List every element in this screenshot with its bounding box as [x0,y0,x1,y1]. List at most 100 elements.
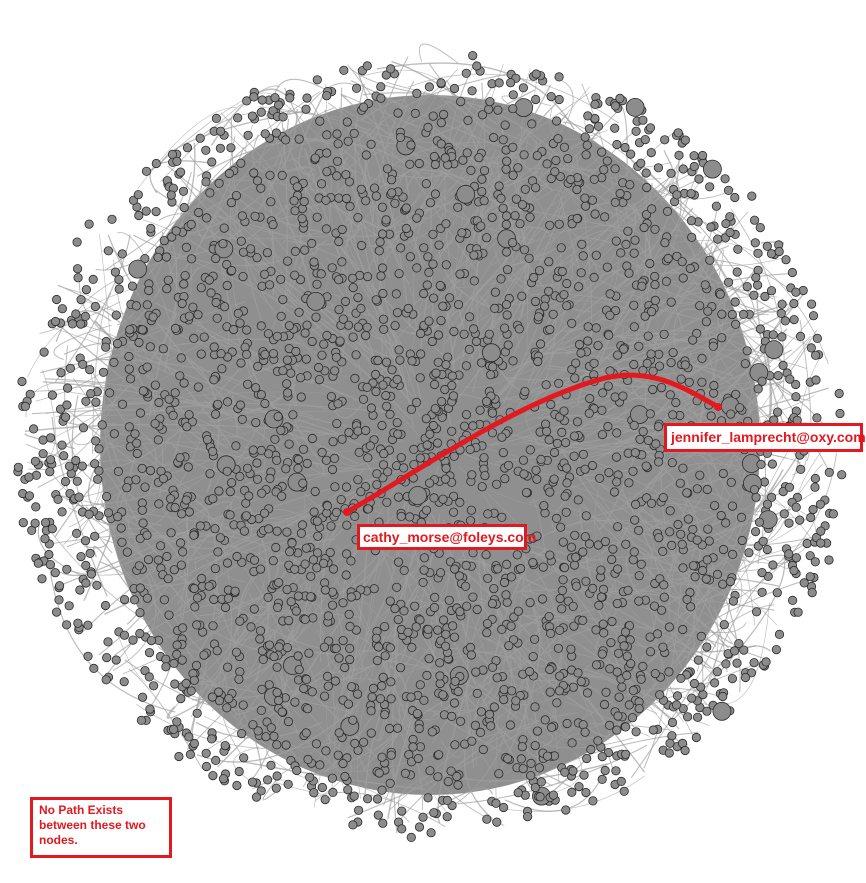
graph-node[interactable] [515,219,525,229]
graph-node[interactable] [158,344,168,354]
graph-node[interactable] [600,765,610,776]
graph-node[interactable] [119,630,130,640]
graph-node[interactable] [396,452,406,463]
graph-node[interactable] [205,188,215,198]
graph-node[interactable] [634,571,644,581]
graph-node[interactable] [223,662,233,672]
graph-node[interactable] [692,535,702,545]
graph-node[interactable] [77,461,87,471]
graph-node[interactable] [622,670,632,681]
graph-node[interactable] [603,381,613,391]
graph-node[interactable] [302,93,312,103]
graph-node[interactable] [97,420,107,430]
graph-node[interactable] [491,479,502,489]
graph-node[interactable] [285,547,295,557]
graph-node[interactable] [828,509,839,519]
graph-node[interactable] [505,78,516,88]
graph-node[interactable] [376,93,386,103]
graph-node[interactable] [45,467,55,477]
graph-node[interactable] [271,542,281,553]
graph-node[interactable] [680,135,691,145]
graph-node[interactable] [757,587,767,597]
graph-node[interactable] [150,419,160,429]
graph-node[interactable] [145,704,155,714]
graph-node[interactable] [717,309,727,319]
graph-node[interactable] [635,434,645,444]
graph-node[interactable] [422,670,432,681]
graph-node[interactable] [628,466,638,476]
graph-node[interactable] [31,470,42,480]
graph-node[interactable] [109,429,120,439]
graph-node[interactable] [768,330,778,340]
graph-node[interactable] [834,388,844,399]
graph-node[interactable] [734,638,744,649]
graph-node[interactable] [636,158,646,168]
graph-node[interactable] [524,253,534,263]
graph-node[interactable] [438,494,448,504]
graph-node[interactable] [338,314,348,324]
graph-node[interactable] [117,399,128,409]
graph-node[interactable] [395,355,405,365]
graph-node[interactable] [630,448,640,458]
graph-node[interactable] [560,437,571,448]
graph-node[interactable] [381,357,392,367]
graph-node[interactable] [559,562,570,573]
graph-node[interactable] [428,293,439,303]
graph-node[interactable] [514,324,524,334]
graph-node[interactable] [588,796,598,806]
graph-node[interactable] [37,574,47,584]
graph-node[interactable] [61,620,72,630]
graph-node[interactable] [249,555,260,565]
graph-node[interactable] [517,291,527,301]
graph-node[interactable] [57,304,68,314]
graph-node[interactable] [701,574,711,584]
graph-node[interactable] [576,348,586,358]
graph-node[interactable] [393,557,404,567]
graph-node[interactable] [306,571,316,581]
graph-node[interactable] [282,355,292,365]
graph-node[interactable] [778,486,788,497]
graph-node[interactable] [761,657,771,667]
graph-node[interactable] [700,280,710,290]
graph-node[interactable] [362,322,372,332]
graph-node[interactable] [436,315,446,326]
graph-node[interactable] [385,778,395,788]
graph-node[interactable] [266,723,276,733]
graph-node[interactable] [530,740,540,751]
graph-node[interactable] [605,289,615,299]
graph-node[interactable] [407,356,417,366]
graph-node[interactable] [375,694,386,704]
graph-node[interactable] [363,504,373,514]
graph-node[interactable] [726,477,736,487]
graph-node[interactable] [424,267,434,277]
graph-node[interactable] [159,595,169,605]
graph-node[interactable] [690,572,700,582]
graph-node[interactable] [101,675,111,685]
graph-node[interactable] [293,591,303,601]
graph-node[interactable] [688,335,698,345]
graph-node[interactable] [397,824,407,834]
graph-node[interactable] [309,788,319,798]
graph-node[interactable] [363,453,373,463]
graph-node[interactable] [666,357,676,368]
graph-node[interactable] [504,641,514,651]
graph-node[interactable] [366,728,376,738]
graph-node[interactable] [537,594,548,604]
graph-node[interactable] [574,781,584,792]
graph-node[interactable] [581,150,591,160]
graph-node[interactable] [645,647,656,657]
graph-node[interactable] [593,340,603,351]
graph-node[interactable] [518,83,529,93]
graph-node[interactable] [583,111,593,121]
graph-node[interactable] [214,178,224,188]
graph-node[interactable] [634,703,644,714]
graph-node[interactable] [296,528,306,538]
graph-node[interactable] [808,311,819,321]
graph-node[interactable] [142,300,152,310]
graph-node[interactable] [767,459,778,469]
graph-node[interactable] [476,707,486,717]
graph-node[interactable] [650,668,660,679]
graph-node[interactable] [247,777,258,787]
graph-node[interactable] [760,291,770,302]
graph-node[interactable] [56,368,66,378]
